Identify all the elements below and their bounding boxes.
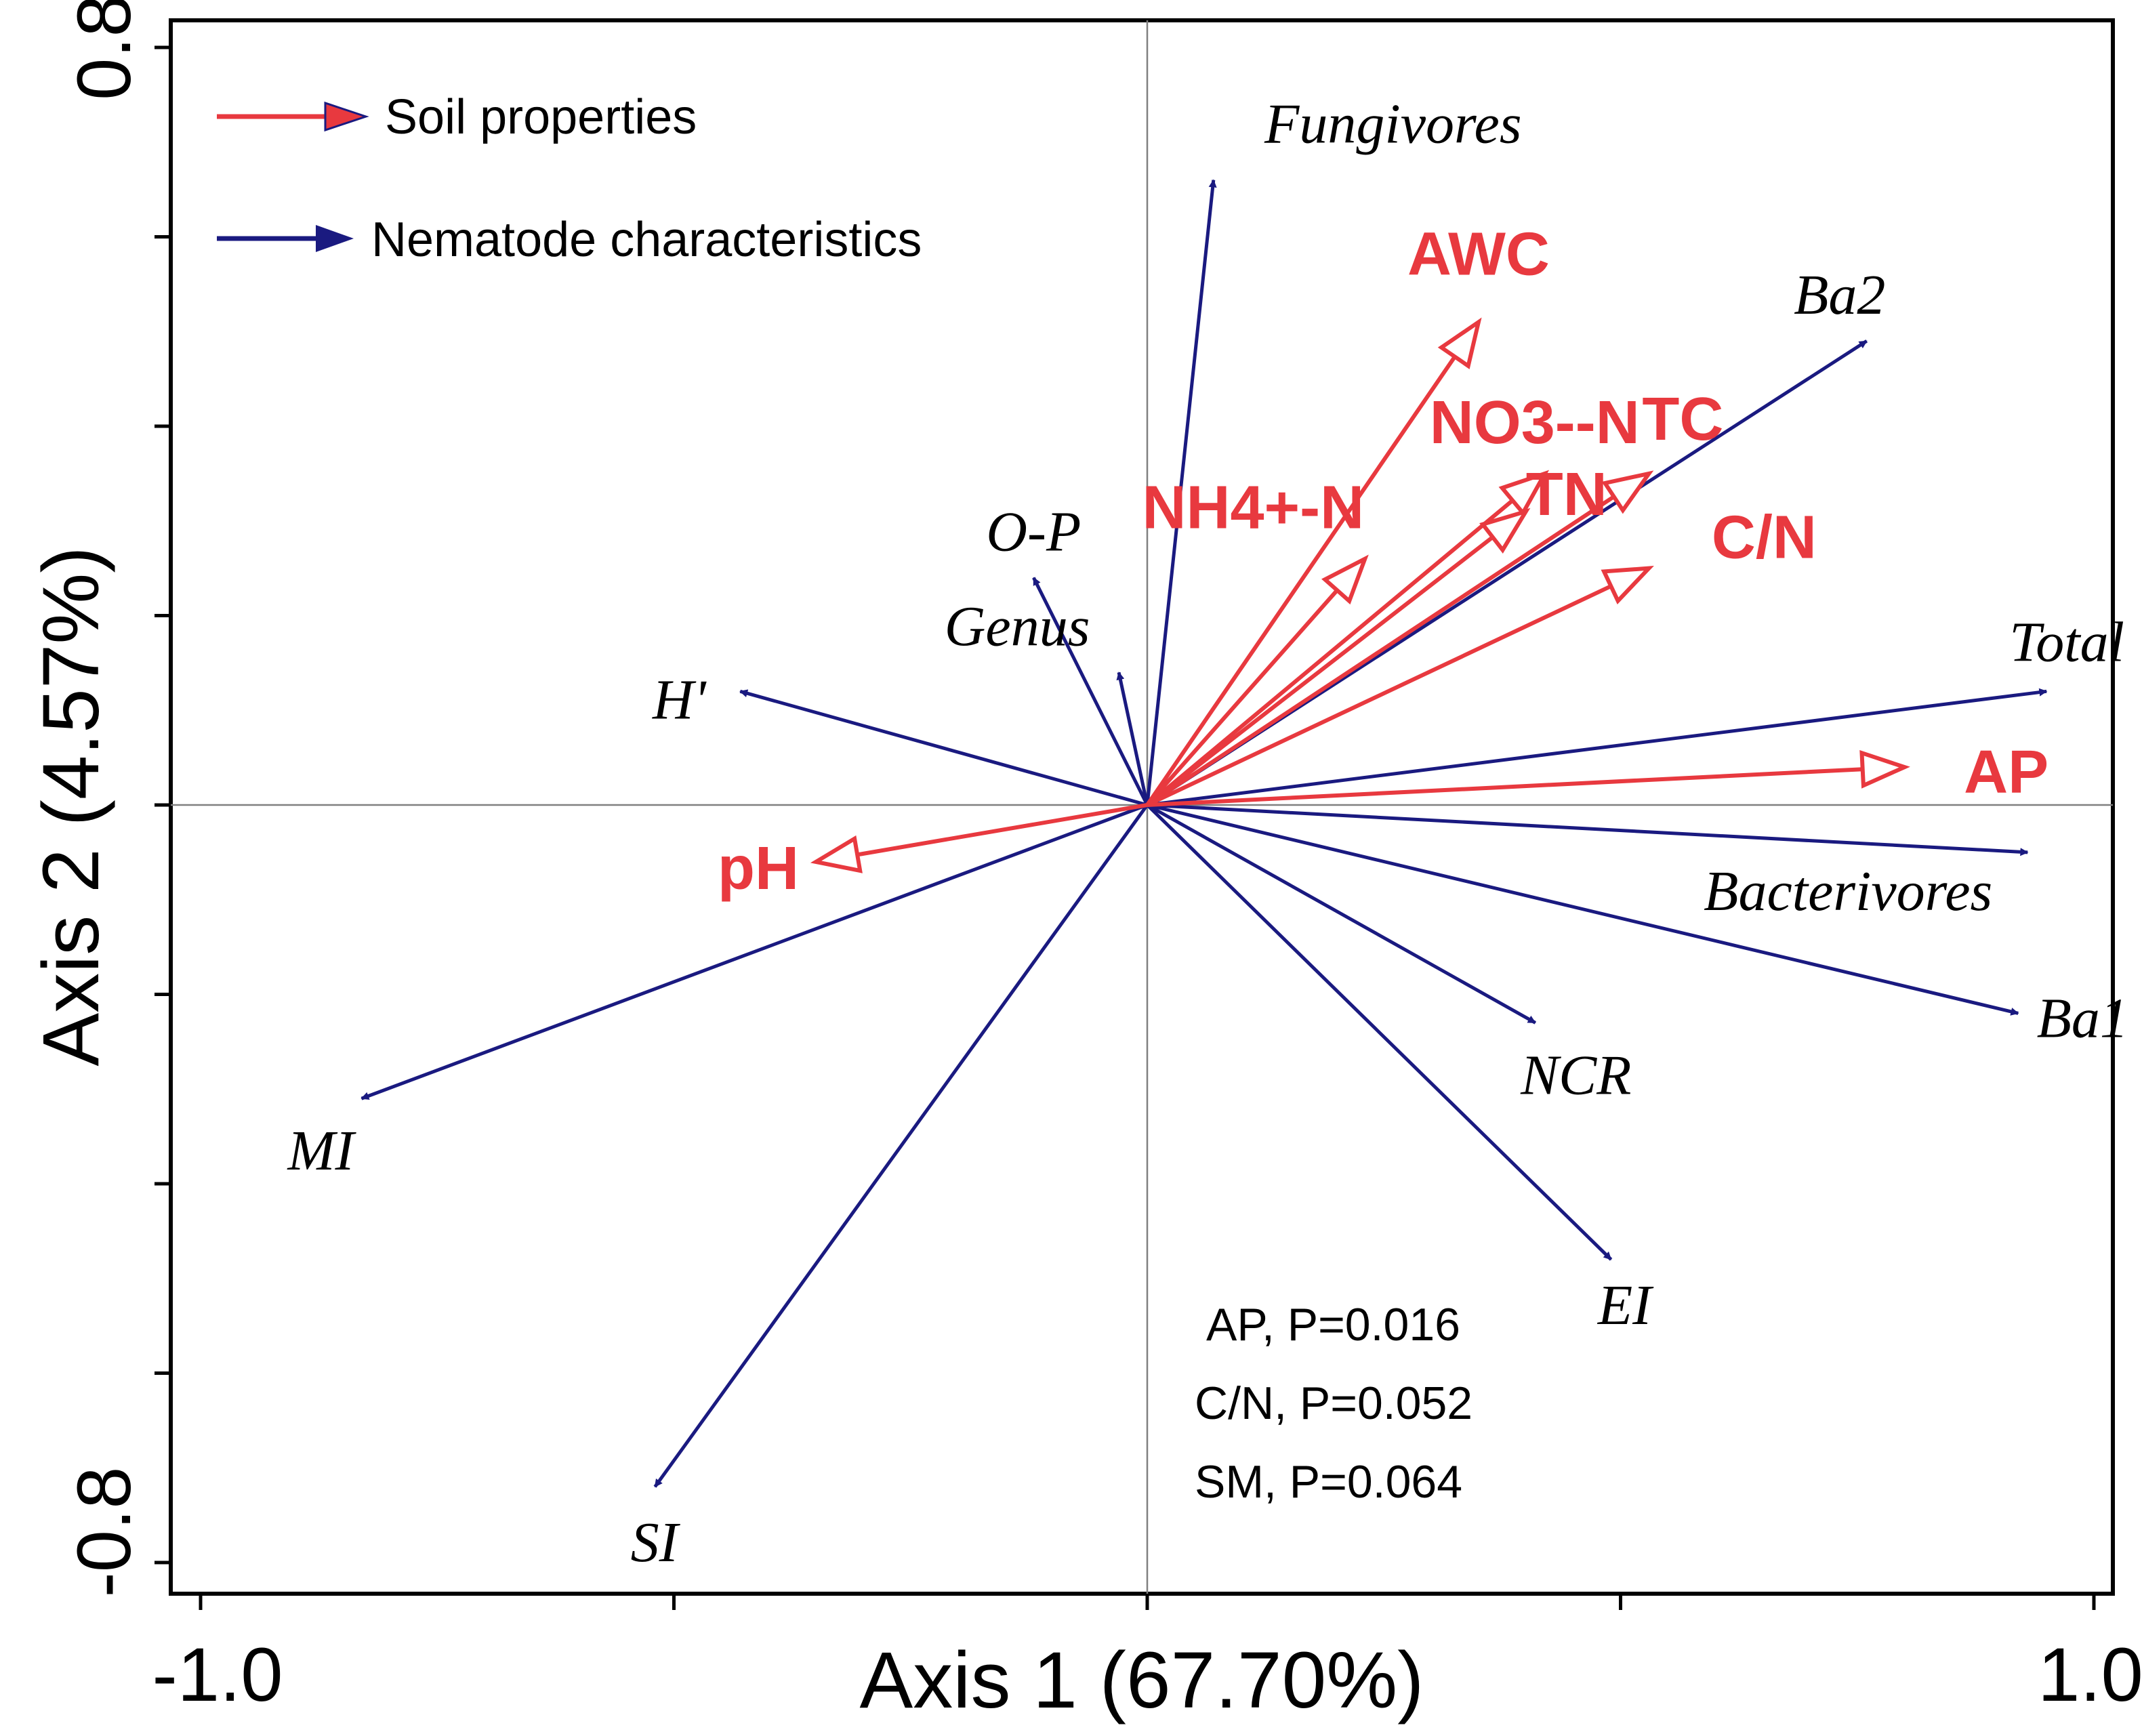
vector-no3-n <box>1146 499 1515 807</box>
label-h: H' <box>652 668 707 731</box>
vector-nh4-n <box>1145 589 1339 806</box>
arrowhead-awc <box>1437 317 1482 369</box>
arrowhead-c-n <box>1601 566 1654 605</box>
legend: Soil properties Nematode characteristics <box>217 90 922 267</box>
label-ba1: Ba1 <box>2037 987 2128 1050</box>
arrowhead-tn <box>1479 508 1531 554</box>
vector-ei <box>1146 804 1613 1261</box>
x-tick-label-max: 1.0 <box>2038 1632 2142 1717</box>
legend-item-nematode: Nematode characteristics <box>217 213 922 267</box>
label-o-p: O-P <box>986 501 1081 564</box>
legend-arrowhead-nematode <box>316 225 354 252</box>
label-nh4-n: NH4+-N <box>1142 474 1365 542</box>
label-ap: AP <box>1964 739 2048 806</box>
legend-label-nematode: Nematode characteristics <box>371 213 922 267</box>
legend-label-soil: Soil properties <box>385 90 697 144</box>
arrowhead-ap <box>1859 749 1910 789</box>
significance-annotations: AP, P=0.016 C/N, P=0.052 SM, P=0.064 <box>1195 1299 1472 1508</box>
tick-labels: -1.0 1.0 0.8 -0.8 <box>62 0 2142 1717</box>
x-axis-title: Axis 1 (67.70%) <box>860 1636 1424 1725</box>
label-total: Total <box>2009 611 2124 674</box>
vector-fungivores <box>1145 179 1217 806</box>
arrowhead-ph <box>810 835 863 873</box>
vector-o-p <box>1032 577 1149 806</box>
y-tick-label-min: -0.8 <box>62 1467 146 1598</box>
vector-si <box>653 804 1149 1488</box>
axis-ticks <box>155 45 2096 1610</box>
vector-tc <box>1146 495 1615 807</box>
vector-bacterivores <box>1147 803 2029 856</box>
legend-arrowhead-soil <box>324 101 369 132</box>
label-ei: EI <box>1597 1274 1654 1337</box>
annotation-ap: AP, P=0.016 <box>1206 1299 1460 1350</box>
arrowhead-no3-n <box>1498 470 1550 517</box>
label-si: SI <box>631 1511 681 1574</box>
label-c-n: C/N <box>1712 504 1817 572</box>
label-ba2: Ba2 <box>1794 264 1885 327</box>
soil-vectors <box>810 317 1910 873</box>
label-bacterivores: Bacterivores <box>1704 860 1992 923</box>
nematode-vectors <box>361 179 2048 1488</box>
annotation-sm: SM, P=0.064 <box>1195 1456 1462 1508</box>
label-fungivores: Fungivores <box>1264 93 1521 156</box>
arrowhead-tc <box>1601 470 1654 514</box>
arrowhead-nh4-n <box>1321 554 1369 605</box>
vector-ap <box>1147 767 1863 807</box>
label-awc: AWC <box>1407 220 1550 288</box>
vector-awc <box>1145 355 1457 806</box>
vector-mi <box>361 803 1148 1100</box>
vector-h <box>739 689 1148 807</box>
vector-labels: Fungivores Ba2 O-P Genus H' Total Bacterivores… <box>287 93 2128 1575</box>
vector-total <box>1147 688 2048 807</box>
vector-c-n <box>1146 584 1612 807</box>
vector-genus <box>1116 671 1149 806</box>
legend-item-soil: Soil properties <box>217 90 697 144</box>
vector-ph <box>857 803 1148 857</box>
label-no3-n: NO3--N <box>1430 389 1640 457</box>
label-tn: TN <box>1526 461 1607 529</box>
vector-ba1 <box>1147 803 2019 1016</box>
label-ph: pH <box>718 835 799 903</box>
vector-tn <box>1146 535 1494 807</box>
y-axis-title: Axis 2 (4.57%) <box>26 546 116 1066</box>
label-tc: TC <box>1642 386 1723 453</box>
vector-ncr <box>1146 803 1536 1025</box>
label-ncr: NCR <box>1520 1043 1631 1107</box>
annotation-cn: C/N, P=0.052 <box>1195 1378 1472 1429</box>
y-tick-label-max: 0.8 <box>62 0 146 100</box>
label-genus: Genus <box>945 595 1090 658</box>
x-tick-label-min: -1.0 <box>152 1632 283 1717</box>
label-mi: MI <box>287 1119 357 1182</box>
plot-frame <box>169 18 2115 1596</box>
